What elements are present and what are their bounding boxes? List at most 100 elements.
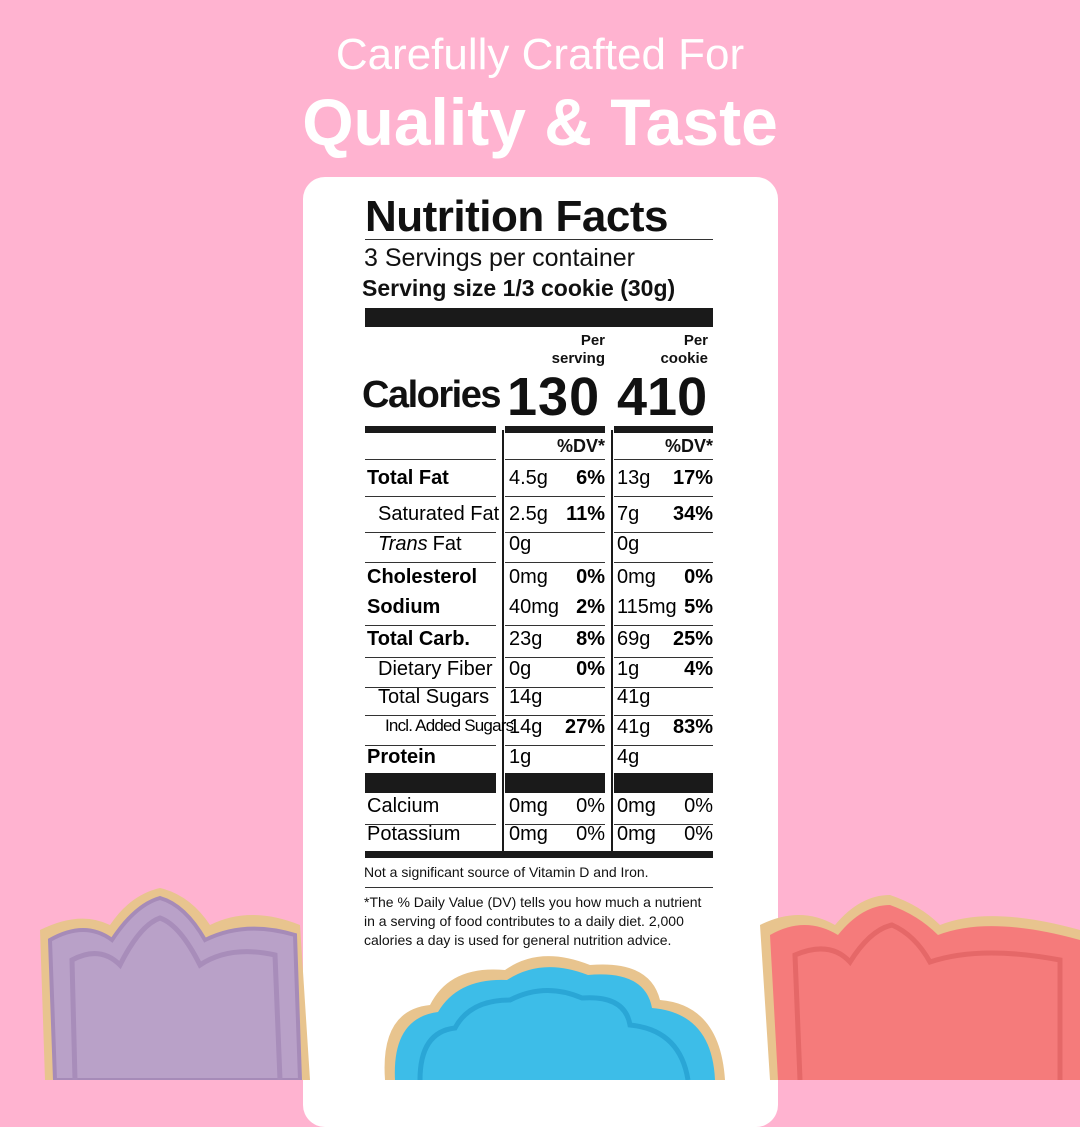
amount: 115mg	[617, 596, 677, 618]
rule	[614, 715, 713, 716]
nutrient-name: Total Carb.	[367, 628, 470, 650]
rule	[365, 496, 496, 497]
nutrient-name: Potassium	[367, 823, 461, 845]
rule	[365, 459, 496, 460]
rule	[365, 532, 496, 533]
headline-bold: Quality & Taste	[302, 85, 778, 159]
serving-size: Serving size 1/3 cookie (30g)	[362, 275, 676, 301]
rule	[614, 745, 713, 746]
amount: 0mg	[509, 795, 548, 817]
footnote: Not a significant source of Vitamin D an…	[364, 864, 649, 880]
daily-value: 34%	[672, 503, 713, 525]
rule	[505, 715, 605, 716]
rule	[614, 824, 713, 825]
amount: 7g	[617, 503, 640, 525]
amount: 0g	[509, 658, 532, 680]
amount: 4g	[617, 746, 640, 768]
daily-value: 2%	[576, 596, 605, 618]
servings: 3 Servings per container	[364, 244, 635, 272]
nutrient-name: Sodium	[367, 596, 441, 618]
calories: 410	[617, 367, 708, 427]
col-header: Per serving	[551, 332, 605, 367]
daily-value: 25%	[672, 628, 713, 650]
cookies	[40, 888, 1080, 1080]
amount: 4.5g	[509, 467, 548, 489]
amount: 69g	[617, 628, 651, 650]
nutrient-name: Dietary Fiber	[378, 658, 493, 680]
nutrient-row: Incl. Added Sugars 14g 27% 41g 83%	[0, 716, 1080, 746]
footnote: *The % Daily Value (DV) tells you how mu…	[364, 894, 702, 948]
nutrient-name: Saturated Fat	[378, 503, 500, 525]
daily-value: 0%	[576, 795, 605, 817]
amount: 14g	[509, 716, 543, 738]
italic-part: Trans	[378, 533, 428, 555]
daily-value: 5%	[684, 596, 713, 618]
amount: 0mg	[617, 795, 656, 817]
page: Carefully Crafted For Quality & Taste Nu…	[0, 30, 1080, 1127]
rule	[614, 625, 713, 626]
rule	[505, 824, 605, 825]
daily-value: 0%	[684, 795, 713, 817]
nutrient-row: Trans Fat 0g 0g	[0, 533, 1080, 563]
amount: 0mg	[617, 566, 656, 588]
daily-value: 11%	[566, 503, 605, 525]
amount: 1g	[617, 658, 640, 680]
rule	[365, 625, 496, 626]
daily-value: 0%	[576, 566, 605, 588]
rule	[365, 715, 496, 716]
nutrient-row: Dietary Fiber 0g 0% 1g 4%	[0, 658, 1080, 688]
amount: 1g	[509, 746, 532, 768]
daily-value: 17%	[672, 467, 713, 489]
nutrient-row: Total Carb. 23g 8% 69g 25%	[0, 628, 1080, 658]
nutrient-row: Calcium 0mg 0% 0mg 0%	[0, 795, 1080, 825]
nutrient-name: Trans Fat	[378, 533, 462, 556]
nutrient-name: Incl. Added Sugars	[385, 716, 514, 735]
nutrient-row: Protein 1g 4g	[0, 746, 1080, 776]
calories-label: Calories	[362, 374, 501, 416]
col-header: Per cookie	[660, 332, 708, 367]
nutrient-name: Protein	[367, 746, 436, 768]
nutrient-row: Sodium 40mg 2% 115mg 5%	[0, 596, 1080, 626]
amount: 13g	[617, 467, 651, 489]
rule	[365, 562, 496, 563]
nutrient-row: Saturated Fat 2.5g 11% 7g 34%	[0, 503, 1080, 533]
rule	[505, 459, 605, 460]
daily-value: 27%	[564, 716, 605, 738]
nutrient-row: Total Fat 4.5g 6% 13g 17%	[0, 467, 1080, 497]
name-part: Fat	[432, 533, 462, 555]
amount: 0mg	[617, 823, 656, 845]
amount: 0g	[617, 533, 640, 555]
amount: 41g	[617, 716, 651, 738]
daily-value: 6%	[576, 467, 605, 489]
thick-bar	[365, 308, 713, 327]
rule	[614, 687, 713, 688]
daily-value: 83%	[672, 716, 713, 738]
calories: 130	[507, 367, 601, 427]
rule	[614, 496, 713, 497]
nutrient-name: Calcium	[367, 795, 440, 817]
amount: 23g	[509, 628, 543, 650]
nutrient-row: Potassium 0mg 0% 0mg 0%	[0, 823, 1080, 853]
nutrient-row: Cholesterol 0mg 0% 0mg 0%	[0, 566, 1080, 596]
rule	[505, 625, 605, 626]
rule	[505, 657, 605, 658]
amount: 2.5g	[509, 503, 548, 525]
rule	[505, 496, 605, 497]
headline: Carefully Crafted For	[335, 30, 745, 79]
rule	[505, 687, 605, 688]
rule	[614, 657, 713, 658]
daily-value: 0%	[576, 658, 605, 680]
nutrient-name: Total Fat	[367, 467, 449, 489]
daily-value: 8%	[576, 628, 605, 650]
rule	[365, 687, 496, 688]
amount: 40mg	[509, 596, 560, 618]
daily-value: 0%	[684, 566, 713, 588]
amount: 14g	[509, 686, 543, 708]
rule	[614, 459, 713, 460]
daily-value: 0%	[576, 823, 605, 845]
rule	[614, 532, 713, 533]
rule	[365, 824, 496, 825]
rule	[365, 745, 496, 746]
label-title: Nutrition Facts	[365, 192, 668, 241]
daily-value: 4%	[684, 658, 713, 680]
